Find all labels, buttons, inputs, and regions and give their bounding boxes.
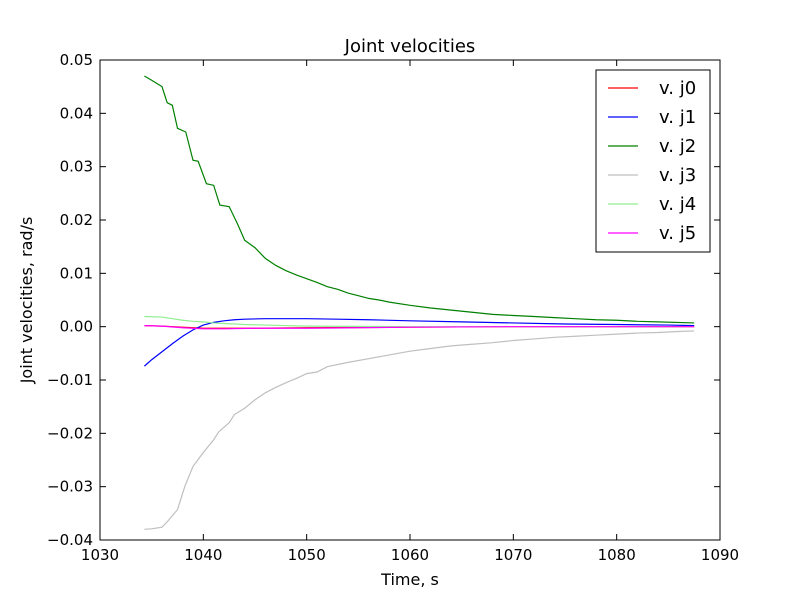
- legend-entry-label: v. j2: [659, 136, 696, 157]
- chart-title: Joint velocities: [344, 36, 476, 57]
- series-line-v-j5: [144, 325, 695, 330]
- legend-entry-label: v. j5: [659, 223, 696, 244]
- series-layer: [144, 75, 695, 530]
- y-tick-label: 0.01: [60, 264, 93, 282]
- y-tick-label: 0.05: [60, 51, 93, 69]
- series-line-v-j2: [144, 75, 695, 324]
- x-axis-label: Time, s: [380, 570, 439, 589]
- legend-entry-label: v. j0: [659, 78, 696, 99]
- series-line-v-j1: [144, 318, 695, 367]
- x-tick-label: 1090: [701, 546, 739, 564]
- y-axis-label: Joint velocities, rad/s: [17, 217, 36, 385]
- x-axis: 1030 1040 1050 1060 1070 1080 1090: [81, 60, 739, 564]
- x-tick-label: 1070: [494, 546, 532, 564]
- y-tick-label: 0.02: [60, 211, 93, 229]
- y-tick-label: −0.02: [47, 424, 93, 442]
- y-tick-label: −0.01: [47, 371, 93, 389]
- legend-box: [595, 69, 711, 253]
- y-axis: −0.04 −0.03 −0.02 −0.01 0.00 0.01 0.02 0.03 0.04…: [47, 51, 720, 549]
- y-tick-label: −0.04: [47, 531, 93, 549]
- legend-entry-label: v. j1: [659, 107, 696, 128]
- legend: v. j0 v. j1 v. j2 v. j3 v. j4 v. j5: [595, 69, 711, 253]
- x-tick-label: 1060: [391, 546, 429, 564]
- x-tick-label: 1030: [81, 546, 119, 564]
- y-tick-label: −0.03: [47, 478, 93, 496]
- y-tick-label: 0.03: [60, 158, 93, 176]
- x-tick-label: 1040: [184, 546, 222, 564]
- series-line-v-j3: [144, 330, 695, 530]
- x-tick-label: 1050: [288, 546, 326, 564]
- y-tick-label: 0.04: [60, 104, 93, 122]
- legend-entry-label: v. j3: [659, 165, 696, 186]
- series-line-v-j4: [144, 315, 695, 328]
- x-tick-label: 1080: [598, 546, 636, 564]
- legend-entry-label: v. j4: [659, 194, 696, 215]
- y-tick-label: 0.00: [60, 318, 93, 336]
